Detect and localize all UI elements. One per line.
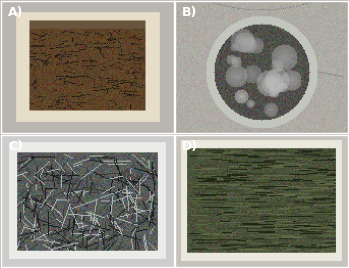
Text: D): D) [182, 140, 198, 153]
Text: B): B) [182, 6, 198, 19]
Text: A): A) [8, 6, 23, 19]
Text: C): C) [8, 140, 23, 153]
